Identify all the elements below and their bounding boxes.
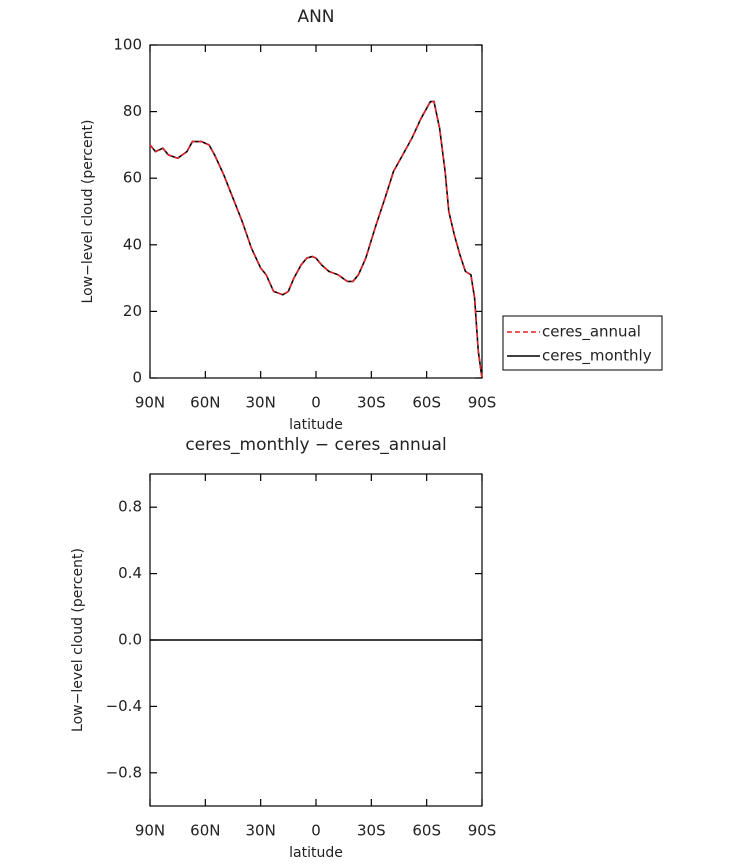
data-line <box>149 100 483 379</box>
y-tick-label: 0 <box>132 369 142 387</box>
legend-label: ceres_annual <box>542 323 641 342</box>
data-line <box>149 100 483 379</box>
x-tick-label: 90N <box>135 822 165 840</box>
x-tick-label: 30N <box>246 394 276 412</box>
y-tick-label: 80 <box>123 102 142 120</box>
x-tick-label: 60S <box>412 394 441 412</box>
chart-title: ceres_monthly − ceres_annual <box>185 435 446 455</box>
x-tick-label: 90S <box>468 394 497 412</box>
x-axis-label: latitude <box>289 845 343 861</box>
x-tick-label: 60N <box>190 822 220 840</box>
y-axis-label: Low−level cloud (percent) <box>70 548 86 732</box>
y-tick-label: 60 <box>123 169 142 187</box>
y-tick-label: 0.0 <box>118 631 142 649</box>
y-tick-label: 40 <box>123 235 142 253</box>
x-tick-label: 0 <box>311 394 321 412</box>
plot-frame <box>149 44 483 379</box>
x-tick-label: 90N <box>135 394 165 412</box>
y-axis-label: Low−level cloud (percent) <box>80 120 96 304</box>
legend-label: ceres_monthly <box>542 347 652 366</box>
y-tick-label: 0.4 <box>118 564 142 582</box>
x-tick-label: 30S <box>357 822 386 840</box>
x-tick-label: 0 <box>311 822 321 840</box>
x-tick-label: 30S <box>357 394 386 412</box>
legend-box <box>502 315 663 371</box>
y-tick-label: 0.8 <box>118 498 142 516</box>
x-tick-label: 60N <box>190 394 220 412</box>
y-tick-label: 20 <box>123 302 142 320</box>
y-tick-label: 100 <box>113 36 142 54</box>
y-tick-label: −0.4 <box>106 697 142 715</box>
x-tick-label: 30N <box>246 822 276 840</box>
x-tick-label: 90S <box>468 822 497 840</box>
x-axis-label: latitude <box>289 417 343 433</box>
y-tick-label: −0.8 <box>106 763 142 781</box>
chart-title: ANN <box>297 7 334 27</box>
x-tick-label: 60S <box>412 822 441 840</box>
